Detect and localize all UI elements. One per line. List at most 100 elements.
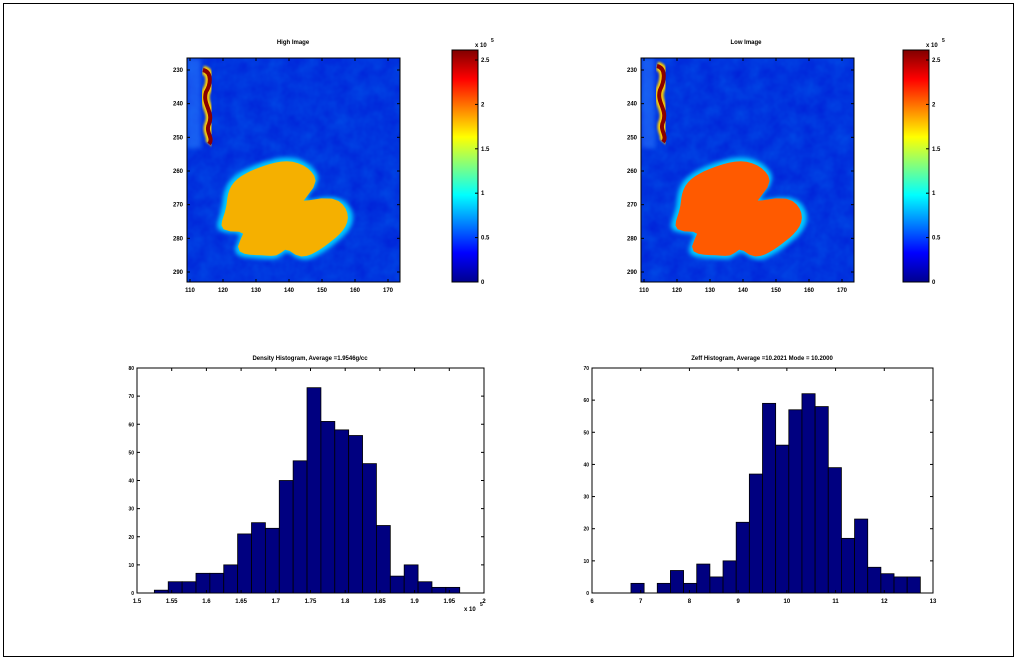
histogram-bar: [389, 575, 405, 594]
x-tick-label: 9: [736, 599, 740, 605]
x-tick-label: 110: [185, 288, 195, 294]
colorbar-tick-label: 1.5: [932, 147, 941, 153]
heatmap-axes-frame: [640, 57, 855, 283]
histogram-bar: [854, 518, 869, 594]
y-tick-label: 280: [627, 236, 638, 242]
histogram-bar: [788, 409, 803, 594]
x-tick-label: 1.55: [166, 599, 178, 605]
colorbar-gradient: [451, 49, 479, 283]
colorbar-gradient: [902, 49, 930, 283]
histogram-yticks: 0 10 20 30 40 50 60 70: [583, 366, 933, 597]
histogram-bar: [251, 522, 266, 594]
histogram-bar: [209, 572, 225, 594]
y-tick-label: 50: [583, 430, 589, 436]
colorbar: 0 0.5 1 1.5 2 2.5 x 10 5: [451, 38, 494, 286]
y-tick-label: 280: [173, 236, 184, 242]
vessel-core: [202, 68, 213, 146]
colorbar-tick-label: 2.5: [481, 58, 490, 64]
heatmap-title: High Image: [277, 40, 310, 46]
y-tick-label: 80: [128, 366, 134, 372]
histogram-bar: [445, 586, 461, 594]
histogram-bar: [814, 406, 829, 594]
colorbar-tick-label: 2: [932, 102, 936, 108]
heatmap-panel-high: High Image 110 120 130 140 150 160 170 2302402…: [173, 38, 494, 294]
x-tick-label: 130: [251, 288, 262, 294]
histogram-bar: [801, 393, 816, 594]
x-tick-label: 150: [317, 288, 328, 294]
vessel-core: [656, 64, 667, 144]
y-tick-label: 240: [173, 102, 184, 108]
x-tick-label: 170: [383, 288, 394, 294]
y-tick-label: 20: [128, 535, 134, 541]
x-exponent: 5: [480, 602, 483, 608]
colorbar-tick-label: 1.5: [481, 147, 490, 153]
x-tick-label: 160: [804, 288, 815, 294]
x-tick-label: 140: [738, 288, 749, 294]
heatmap-xticks: 110 120 130 140 150 160 170: [639, 58, 848, 294]
y-tick-label: 270: [173, 203, 184, 209]
x-tick-label: 1.65: [235, 599, 247, 605]
y-tick-label: 260: [627, 169, 638, 175]
x-tick-label: 1.85: [374, 599, 386, 605]
x-tick-label: 1.8: [341, 599, 350, 605]
y-tick-label: 260: [173, 169, 184, 175]
x-tick-label: 13: [930, 599, 937, 605]
histogram-bar: [306, 387, 322, 594]
x-tick-label: 1.9: [410, 599, 419, 605]
zeff-histogram: Zeff Histogram, Average =10.2021 Mode = …: [583, 356, 937, 605]
y-tick-label: 270: [627, 203, 638, 209]
y-tick-label: 0: [131, 591, 134, 597]
histogram-bar: [320, 421, 336, 594]
y-tick-label: 60: [583, 398, 589, 404]
heatmap-axes-frame: [186, 57, 401, 283]
x-tick-label: 130: [705, 288, 716, 294]
histogram-bar: [670, 570, 684, 594]
colorbar-tick-label: 0.5: [481, 236, 490, 242]
colorbar-exponent: 5: [942, 38, 945, 44]
x-tick-label: 2: [482, 599, 486, 605]
x-tick-label: 1.95: [443, 599, 455, 605]
y-tick-label: 10: [583, 559, 589, 565]
y-tick-label: 250: [627, 135, 638, 141]
histogram-bar: [417, 581, 433, 594]
x-tick-label: 1.75: [305, 599, 317, 605]
histogram-bar: [775, 444, 790, 594]
heatmap-left-band: [187, 58, 201, 148]
histogram-bar: [348, 435, 363, 594]
x-tick-label: 110: [639, 288, 649, 294]
y-tick-label: 30: [128, 507, 134, 513]
y-tick-label: 30: [583, 495, 589, 501]
histogram-bar: [748, 473, 763, 594]
colorbar: 0 0.5 1 1.5 2 2.5 x 10 5: [902, 38, 945, 286]
colorbar-tick-label: 0: [932, 280, 936, 286]
heatmap-yticks: 230 240 250 260 270 280 290: [627, 68, 854, 276]
histogram-yticks: 0 10 20 30 40 50 60 70 80: [128, 366, 484, 597]
heatmap-yticks: 230 240 250 260 270 280 290: [173, 68, 400, 276]
colorbar-exponent: 5: [491, 38, 494, 44]
y-tick-label: 230: [173, 68, 184, 74]
x-tick-label: 140: [284, 288, 295, 294]
heatmap-left-band: [641, 58, 655, 148]
histogram-bar: [841, 537, 855, 594]
x-tick-label: 11: [832, 599, 839, 605]
y-tick-label: 290: [173, 270, 184, 276]
colorbar-exponent-label: x 10: [926, 43, 938, 49]
heatmap-xticks: 110 120 130 140 150 160 170: [185, 58, 394, 294]
histogram-bar: [880, 573, 895, 594]
colorbar-tick-label: 1: [932, 191, 936, 197]
x-tick-label: 160: [350, 288, 361, 294]
histogram-bar: [683, 582, 698, 594]
x-tick-label: 7: [639, 599, 643, 605]
y-tick-label: 70: [128, 394, 134, 400]
x-tick-label: 12: [881, 599, 888, 605]
x-tick-label: 120: [672, 288, 683, 294]
colorbar-tick-label: 0: [481, 280, 485, 286]
figure-window: [3, 3, 1014, 657]
histogram-bar: [656, 582, 671, 594]
histogram-title: Density Histogram, Average =1.9546g/cc: [252, 356, 368, 362]
y-tick-label: 240: [627, 102, 638, 108]
histogram-bar: [709, 576, 724, 594]
x-tick-label: 1.7: [272, 599, 281, 605]
colorbar-tick-label: 0.5: [932, 236, 941, 242]
